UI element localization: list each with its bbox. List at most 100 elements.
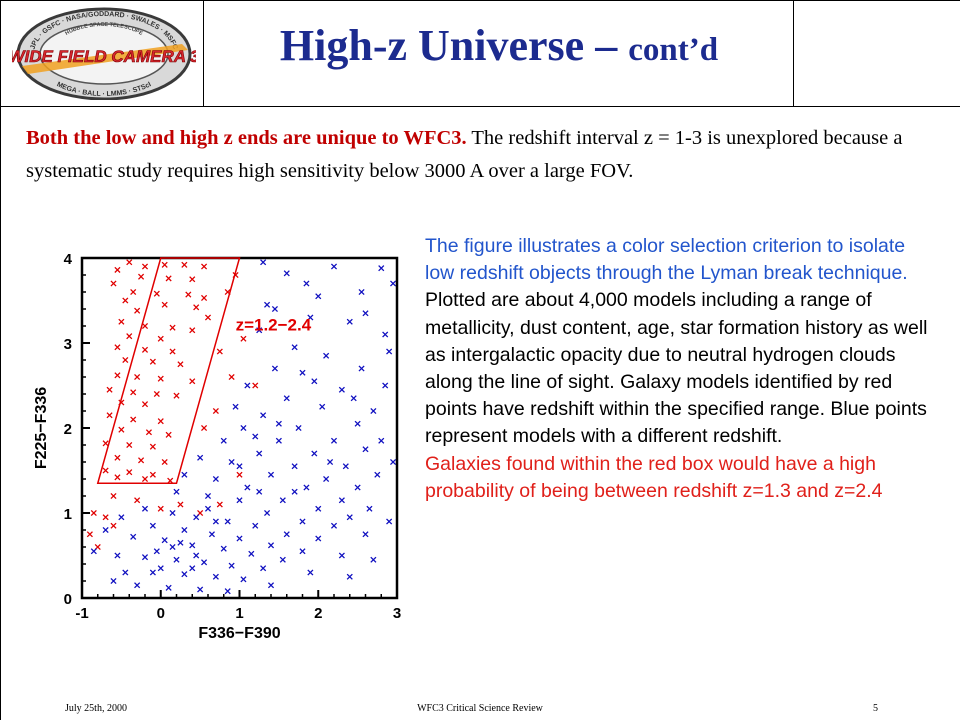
data-point-other-point [338, 386, 345, 393]
data-point-other-point [193, 514, 200, 521]
data-point-in-range-point [161, 261, 168, 268]
data-point-in-range-point [114, 454, 121, 461]
y-tick-label: 2 [64, 421, 72, 438]
data-point-other-point [386, 518, 393, 525]
data-point-in-range-point [138, 457, 145, 464]
x-tick-label: 2 [314, 605, 322, 622]
data-point-in-range-point [157, 335, 164, 342]
data-point-other-point [299, 548, 306, 555]
data-point-other-point [244, 382, 251, 389]
data-point-other-point [212, 475, 219, 483]
data-point-in-range-point [204, 314, 212, 321]
data-point-other-point [390, 280, 397, 287]
data-point-in-range-point [130, 389, 137, 396]
data-point-in-range-point [189, 327, 196, 334]
page-number: 5 [873, 703, 878, 714]
data-point-in-range-point [149, 358, 156, 365]
data-point-other-point [362, 531, 369, 538]
data-point-other-point [346, 514, 353, 521]
page-left-border [0, 0, 1, 720]
data-point-other-point [311, 450, 318, 457]
x-axis-label: F336−F390 [198, 625, 280, 640]
data-point-other-point [386, 348, 393, 355]
data-point-other-point [382, 331, 389, 338]
data-point-other-point [370, 556, 377, 563]
header-left-divider [203, 0, 204, 107]
data-point-other-point [181, 471, 188, 478]
data-point-in-range-point [165, 431, 172, 438]
data-point-in-range-point [138, 273, 145, 280]
data-point-other-point [236, 497, 243, 504]
data-point-other-point [319, 403, 326, 410]
data-point-other-point [279, 556, 286, 563]
header-right-divider [793, 0, 794, 107]
data-point-in-range-point [110, 522, 117, 529]
data-point-other-point [327, 458, 334, 466]
data-point-other-point [114, 552, 121, 559]
data-point-other-point [315, 505, 322, 512]
data-point-other-point [201, 559, 208, 566]
data-point-in-range-point [201, 294, 208, 302]
data-point-in-range-point [130, 288, 137, 296]
data-point-other-point [232, 403, 239, 410]
data-point-other-point [161, 537, 168, 544]
header-top-divider [0, 0, 960, 1]
data-point-in-range-point [141, 401, 149, 408]
data-point-other-point [279, 497, 286, 504]
data-point-other-point [173, 488, 180, 495]
data-point-other-point [256, 488, 263, 495]
data-point-other-point [240, 576, 247, 583]
data-point-other-point [212, 518, 219, 525]
data-point-other-point [275, 437, 282, 444]
data-point-other-point [283, 395, 290, 402]
data-point-other-point [169, 509, 176, 517]
data-point-other-point [220, 437, 227, 444]
data-point-other-point [311, 378, 318, 385]
slide-title-main: High-z Universe – [279, 21, 629, 70]
wfc3-logo: JPL · GSFC · NASA/GODDARD · SWALES · MSF… [12, 7, 196, 100]
data-point-other-point [134, 582, 141, 589]
data-point-other-point [303, 484, 310, 491]
data-point-other-point [315, 293, 322, 300]
intro-paragraph: Both the low and high z ends are unique … [26, 122, 946, 188]
data-point-in-range-point [149, 471, 156, 478]
y-axis-label: F225−F336 [33, 387, 50, 469]
data-point-other-point [299, 518, 306, 525]
data-point-in-range-point [252, 382, 259, 389]
intro-lead: Both the low and high z ends are unique … [26, 127, 467, 149]
data-point-in-range-point [149, 443, 156, 450]
data-point-other-point [354, 420, 361, 427]
data-point-in-range-point [216, 501, 223, 508]
data-point-in-range-point [141, 322, 149, 330]
data-point-other-point [208, 531, 215, 538]
data-point-other-point [141, 554, 149, 561]
data-point-other-point [323, 352, 330, 359]
data-point-in-range-point [102, 440, 109, 447]
data-point-other-point [330, 522, 338, 529]
data-point-other-point [153, 548, 160, 555]
data-point-other-point [118, 514, 125, 521]
data-point-other-point [378, 265, 385, 272]
intro-rest: The redshift interval z = 1-3 is unexplo… [26, 127, 903, 182]
data-point-other-point [271, 305, 278, 313]
data-point-other-point [271, 365, 278, 372]
data-point-other-point [228, 458, 235, 466]
data-point-in-range-point [189, 378, 196, 385]
data-point-other-point [362, 446, 369, 453]
data-point-in-range-point [212, 407, 219, 415]
description-red-text: Galaxies found within the red box would … [425, 452, 883, 502]
footer-title: WFC3 Critical Science Review [417, 703, 543, 714]
data-point-other-point [378, 437, 385, 444]
data-point-other-point [338, 552, 345, 559]
data-point-other-point [307, 314, 314, 321]
data-point-in-range-point [114, 266, 121, 273]
logo-inner-ring [39, 23, 169, 85]
data-point-in-range-point [228, 373, 235, 381]
data-point-other-point [366, 505, 373, 512]
data-point-other-point [342, 463, 349, 470]
data-point-in-range-point [110, 492, 117, 500]
selection-box [96, 257, 241, 484]
data-point-other-point [390, 458, 397, 466]
y-tick-label: 3 [64, 336, 72, 353]
